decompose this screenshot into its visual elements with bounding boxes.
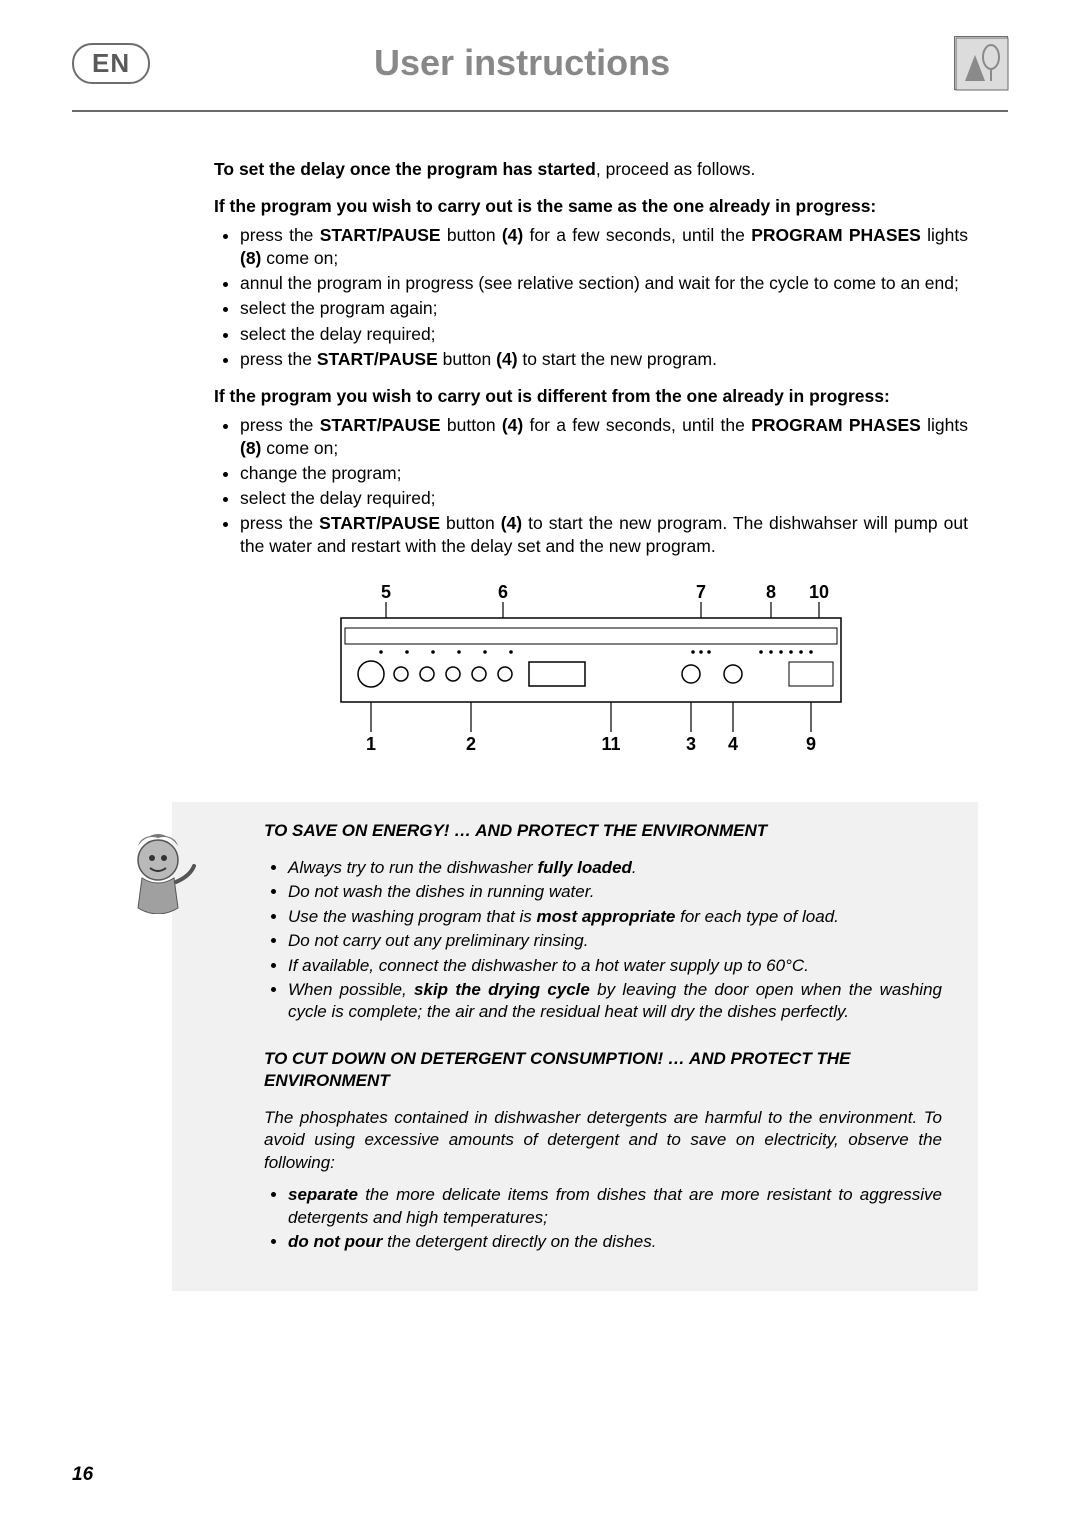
text: for a few seconds, until the	[523, 415, 751, 435]
list-item: Do not carry out any preliminary rinsing…	[288, 930, 942, 952]
text-bold: separate	[288, 1185, 358, 1204]
text: Use the washing program that is	[288, 907, 537, 926]
text: for a few seconds, until the	[523, 225, 751, 245]
tips1-list: Always try to run the dishwasher fully l…	[264, 857, 942, 1024]
svg-text:8: 8	[766, 582, 776, 602]
list-item: Always try to run the dishwasher fully l…	[288, 857, 942, 879]
text-bold: fully loaded	[537, 858, 631, 877]
text: press the	[240, 349, 317, 369]
text-bold: START/PAUSE	[319, 513, 440, 533]
text-bold: (8)	[240, 438, 261, 458]
list-item: Do not wash the dishes in running water.	[288, 881, 942, 903]
list-item: press the START/PAUSE button (4) to star…	[240, 512, 968, 558]
page-number: 16	[72, 1464, 93, 1486]
text: lights	[921, 225, 968, 245]
list-item: annul the program in progress (see relat…	[240, 272, 968, 295]
list-item: select the delay required;	[240, 323, 968, 346]
page-title: User instructions	[90, 42, 954, 84]
svg-text:4: 4	[728, 734, 738, 754]
text: When possible,	[288, 980, 414, 999]
text-bold: (4)	[502, 225, 523, 245]
svg-text:11: 11	[601, 734, 620, 754]
tips-block: TO SAVE ON ENERGY! … AND PROTECT THE ENV…	[172, 802, 978, 1291]
text: come on;	[261, 248, 338, 268]
tips2-intro: The phosphates contained in dishwasher d…	[264, 1107, 942, 1174]
control-panel-diagram: 5678101211349	[214, 582, 968, 762]
text-bold: PROGRAM PHASES	[751, 415, 921, 435]
diff-prog-heading: If the program you wish to carry out is …	[214, 385, 968, 408]
header-divider	[72, 110, 1008, 112]
text: button	[440, 513, 501, 533]
tips2-heading: TO CUT DOWN ON DETERGENT CONSUMPTION! … …	[264, 1048, 942, 1093]
text: .	[632, 858, 637, 877]
intro-line: To set the delay once the program has st…	[214, 158, 968, 181]
tips2-list: separate the more delicate items from di…	[264, 1184, 942, 1253]
text-bold: START/PAUSE	[317, 349, 438, 369]
list-item: Use the washing program that is most app…	[288, 906, 942, 928]
text-bold: START/PAUSE	[320, 415, 441, 435]
same-prog-heading: If the program you wish to carry out is …	[214, 195, 968, 218]
text-bold: START/PAUSE	[320, 225, 441, 245]
text: press the	[240, 225, 320, 245]
svg-text:7: 7	[696, 582, 706, 602]
text: press the	[240, 415, 320, 435]
list-item: press the START/PAUSE button (4) for a f…	[240, 414, 968, 460]
list-item: change the program;	[240, 462, 968, 485]
text: button	[438, 349, 496, 369]
text: the detergent directly on the dishes.	[387, 1232, 656, 1251]
text-bold: PROGRAM PHASES	[751, 225, 921, 245]
same-prog-list: press the START/PAUSE button (4) for a f…	[214, 224, 968, 371]
svg-text:10: 10	[809, 582, 829, 602]
text: lights	[921, 415, 968, 435]
text: button	[441, 225, 502, 245]
svg-text:3: 3	[686, 734, 696, 754]
text-bold: (8)	[240, 248, 261, 268]
text-bold: (4)	[502, 415, 523, 435]
svg-text:5: 5	[381, 582, 391, 602]
main-content: To set the delay once the program has st…	[72, 158, 1008, 762]
list-item: If available, connect the dishwasher to …	[288, 955, 942, 977]
intro-rest: , proceed as follows.	[596, 159, 756, 179]
svg-text:9: 9	[806, 734, 816, 754]
intro-bold: To set the delay once the program has st…	[214, 159, 596, 179]
text: for each type of load.	[675, 907, 839, 926]
text: press the	[240, 513, 319, 533]
list-item: do not pour the detergent directly on th…	[288, 1231, 942, 1253]
text-bold: skip the drying cycle	[414, 980, 590, 999]
text-bold: (4)	[501, 513, 522, 533]
text-bold: (4)	[496, 349, 517, 369]
text: to start the new program.	[518, 349, 717, 369]
text: the more delicate items from dishes that…	[288, 1185, 942, 1226]
list-item: press the START/PAUSE button (4) for a f…	[240, 224, 968, 270]
list-item: When possible, skip the drying cycle by …	[288, 979, 942, 1024]
list-item: press the START/PAUSE button (4) to star…	[240, 348, 968, 371]
svg-text:6: 6	[498, 582, 508, 602]
list-item: select the program again;	[240, 297, 968, 320]
svg-text:1: 1	[366, 734, 376, 754]
text-bold: do not pour	[288, 1232, 387, 1251]
tips-character-icon	[116, 830, 200, 914]
text: Always try to run the dishwasher	[288, 858, 537, 877]
svg-text:2: 2	[466, 734, 476, 754]
diff-prog-list: press the START/PAUSE button (4) for a f…	[214, 414, 968, 559]
text: come on;	[261, 438, 338, 458]
list-item: select the delay required;	[240, 487, 968, 510]
header-row: EN User instructions	[72, 36, 1008, 90]
tips1-heading: TO SAVE ON ENERGY! … AND PROTECT THE ENV…	[264, 820, 942, 842]
page: EN User instructions To set the delay on…	[0, 0, 1080, 1528]
header-icon	[954, 36, 1008, 90]
text-bold: most appropriate	[537, 907, 676, 926]
list-item: separate the more delicate items from di…	[288, 1184, 942, 1229]
text: button	[441, 415, 502, 435]
